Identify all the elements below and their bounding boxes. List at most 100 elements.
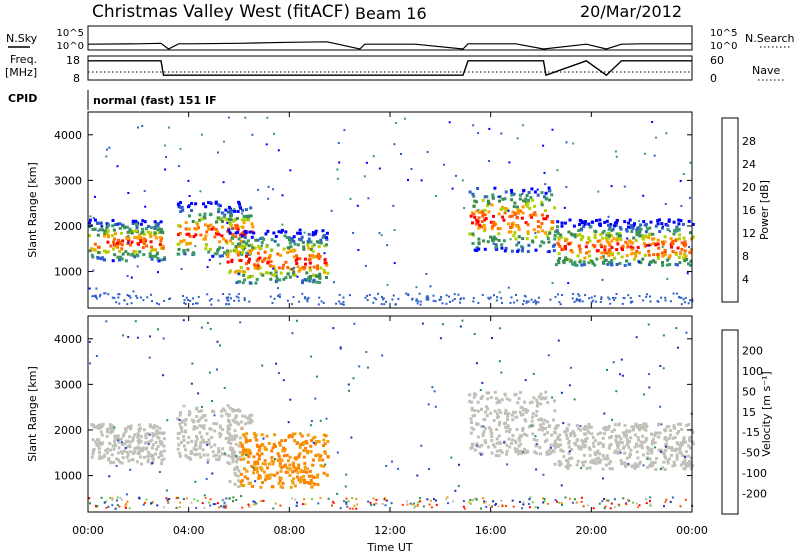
data-cell [656,242,660,246]
ground-cell [331,504,334,507]
data-cell [128,440,132,444]
data-cell [552,249,556,253]
data-cell [476,400,480,404]
sparse-cell [532,372,535,375]
cpid-label: CPID [8,92,37,105]
data-cell [309,248,313,251]
ground-cell [332,501,335,504]
data-cell [141,446,145,450]
sparse-cell [682,173,685,175]
data-cell [608,467,612,471]
ground-cell [155,302,158,305]
data-cell [245,251,249,255]
sparse-cell [451,187,454,190]
data-cell [264,232,268,236]
data-cell [587,250,591,254]
ground-cell [529,496,532,499]
data-cell [204,205,208,209]
data-cell [526,450,530,454]
ground-cell [581,300,584,303]
data-cell [663,240,667,244]
data-cell [616,242,620,246]
data-cell [583,432,586,436]
data-cell [600,245,604,249]
data-cell [577,244,581,248]
data-cell [217,450,221,453]
data-cell [237,244,241,248]
ground-cell [96,505,99,508]
data-cell [303,266,307,270]
data-cell [200,425,204,429]
data-cell [117,440,121,444]
data-cell [531,198,535,202]
data-cell [93,242,97,246]
data-cell [577,229,581,232]
ground-cell [663,505,665,508]
data-cell [136,254,140,258]
data-cell [130,231,134,235]
data-cell [230,449,234,453]
data-cell [660,226,664,230]
data-cell [193,227,197,231]
data-cell [133,255,137,259]
ground-cell [416,302,419,305]
sparse-cell [378,232,381,235]
data-cell [610,239,614,243]
data-cell [102,258,106,262]
data-cell [103,229,107,233]
sparse-cell [165,156,167,159]
sparse-cell [245,454,248,457]
data-cell [121,239,125,243]
ground-cell [462,500,465,503]
data-cell [129,231,132,235]
ground-cell [571,501,574,504]
data-cell [508,398,512,402]
data-cell [260,452,264,456]
data-cell [221,225,224,229]
data-cell [607,260,611,264]
data-cell [655,457,658,460]
sparse-cell [567,282,570,285]
data-cell [522,432,526,436]
data-cell [474,222,478,226]
data-cell [200,217,204,221]
data-cell [228,447,232,451]
data-cell [653,260,657,264]
data-cell [218,435,222,439]
sparse-cell [472,124,475,127]
data-cell [243,475,247,479]
data-cell [187,227,191,231]
data-cell [639,227,643,231]
sparse-cell [507,209,510,212]
sparse-cell [125,447,127,449]
data-cell [551,244,555,248]
data-cell [302,455,306,459]
data-cell [553,206,557,210]
data-cell [494,243,498,247]
sparse-cell [530,424,533,427]
data-cell [229,222,233,226]
data-cell [151,443,155,447]
data-cell [149,240,153,244]
data-cell [517,449,521,453]
data-cell [511,210,515,214]
data-cell [315,440,319,443]
data-cell [92,247,95,251]
ground-cell [209,498,212,501]
ground-cell [151,500,154,503]
ground-cell [625,503,628,506]
ground-cell [227,299,230,302]
data-cell [557,444,561,448]
ground-cell [163,300,166,302]
ground-cell [445,498,448,501]
data-cell [610,252,614,256]
sparse-cell [188,195,191,197]
data-cell [497,408,501,412]
data-cell [581,445,584,449]
ground-cell [435,499,437,502]
data-cell [91,450,95,453]
ground-cell [377,292,379,295]
data-cell [224,437,228,440]
data-cell [308,266,312,270]
data-cell [610,260,614,264]
